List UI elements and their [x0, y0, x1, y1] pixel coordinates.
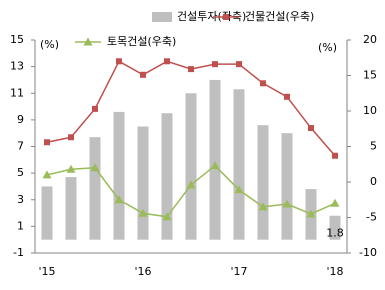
- marker: [210, 161, 220, 170]
- y2-tick-label: 15: [363, 69, 377, 82]
- y-tick-label: 9: [17, 113, 24, 126]
- marker: [114, 195, 124, 204]
- marker: [162, 212, 172, 221]
- marker: [66, 164, 76, 173]
- marker: [138, 208, 148, 217]
- marker: [92, 105, 98, 112]
- y-tick-label: 1: [17, 219, 24, 232]
- marker: [332, 152, 338, 159]
- marker: [260, 80, 266, 87]
- y-unit: (%): [40, 38, 59, 51]
- marker: [308, 125, 314, 132]
- marker: [164, 58, 170, 65]
- y2-tick-label: 20: [363, 33, 377, 46]
- marker: [234, 185, 244, 194]
- y2-unit: (%): [318, 41, 337, 54]
- legend-label: 건물건설(우축): [245, 10, 314, 23]
- data-label: 1.8: [326, 227, 344, 240]
- legend-swatch: [152, 12, 172, 22]
- bar: [161, 113, 173, 240]
- bar: [281, 133, 293, 240]
- bar: [89, 137, 101, 240]
- legend-marker: [223, 14, 229, 20]
- marker: [258, 202, 268, 211]
- y2-tick-label: 0: [370, 175, 377, 188]
- x-tick-label: '15: [38, 265, 55, 278]
- y2-tick-label: 5: [370, 140, 377, 153]
- y-tick-label: 13: [10, 60, 24, 73]
- y-tick-label: 7: [17, 140, 24, 153]
- marker: [68, 134, 74, 141]
- bar: [113, 111, 125, 240]
- y-tick-label: 3: [17, 193, 24, 206]
- marker: [42, 170, 52, 179]
- marker: [236, 61, 242, 68]
- marker: [212, 61, 218, 68]
- marker: [306, 209, 316, 218]
- legend-marker: [83, 37, 93, 46]
- marker: [188, 66, 194, 73]
- marker: [90, 163, 100, 172]
- marker: [284, 93, 290, 100]
- y-tick-label: 11: [10, 86, 24, 99]
- marker: [44, 139, 50, 146]
- bar: [329, 215, 341, 240]
- bar: [137, 126, 149, 240]
- marker: [330, 198, 340, 207]
- marker: [282, 199, 292, 208]
- bar: [185, 93, 197, 240]
- x-tick-label: '16: [134, 265, 151, 278]
- bar: [65, 177, 77, 240]
- marker: [186, 180, 196, 189]
- y2-tick-label: 10: [363, 104, 377, 117]
- marker: [116, 58, 122, 65]
- x-tick-label: '17: [230, 265, 247, 278]
- bar: [233, 89, 245, 240]
- y2-tick-label: -5: [366, 211, 377, 224]
- bar: [209, 79, 221, 240]
- bar: [257, 125, 269, 240]
- legend-label: 토목건설(우축): [107, 35, 176, 48]
- y-tick-label: -1: [13, 246, 24, 259]
- y2-tick-label: -10: [359, 246, 377, 259]
- marker: [140, 71, 146, 78]
- y-tick-label: 5: [17, 166, 24, 179]
- bar: [41, 186, 53, 240]
- x-tick-label: '18: [326, 265, 343, 278]
- y-tick-label: 15: [10, 33, 24, 46]
